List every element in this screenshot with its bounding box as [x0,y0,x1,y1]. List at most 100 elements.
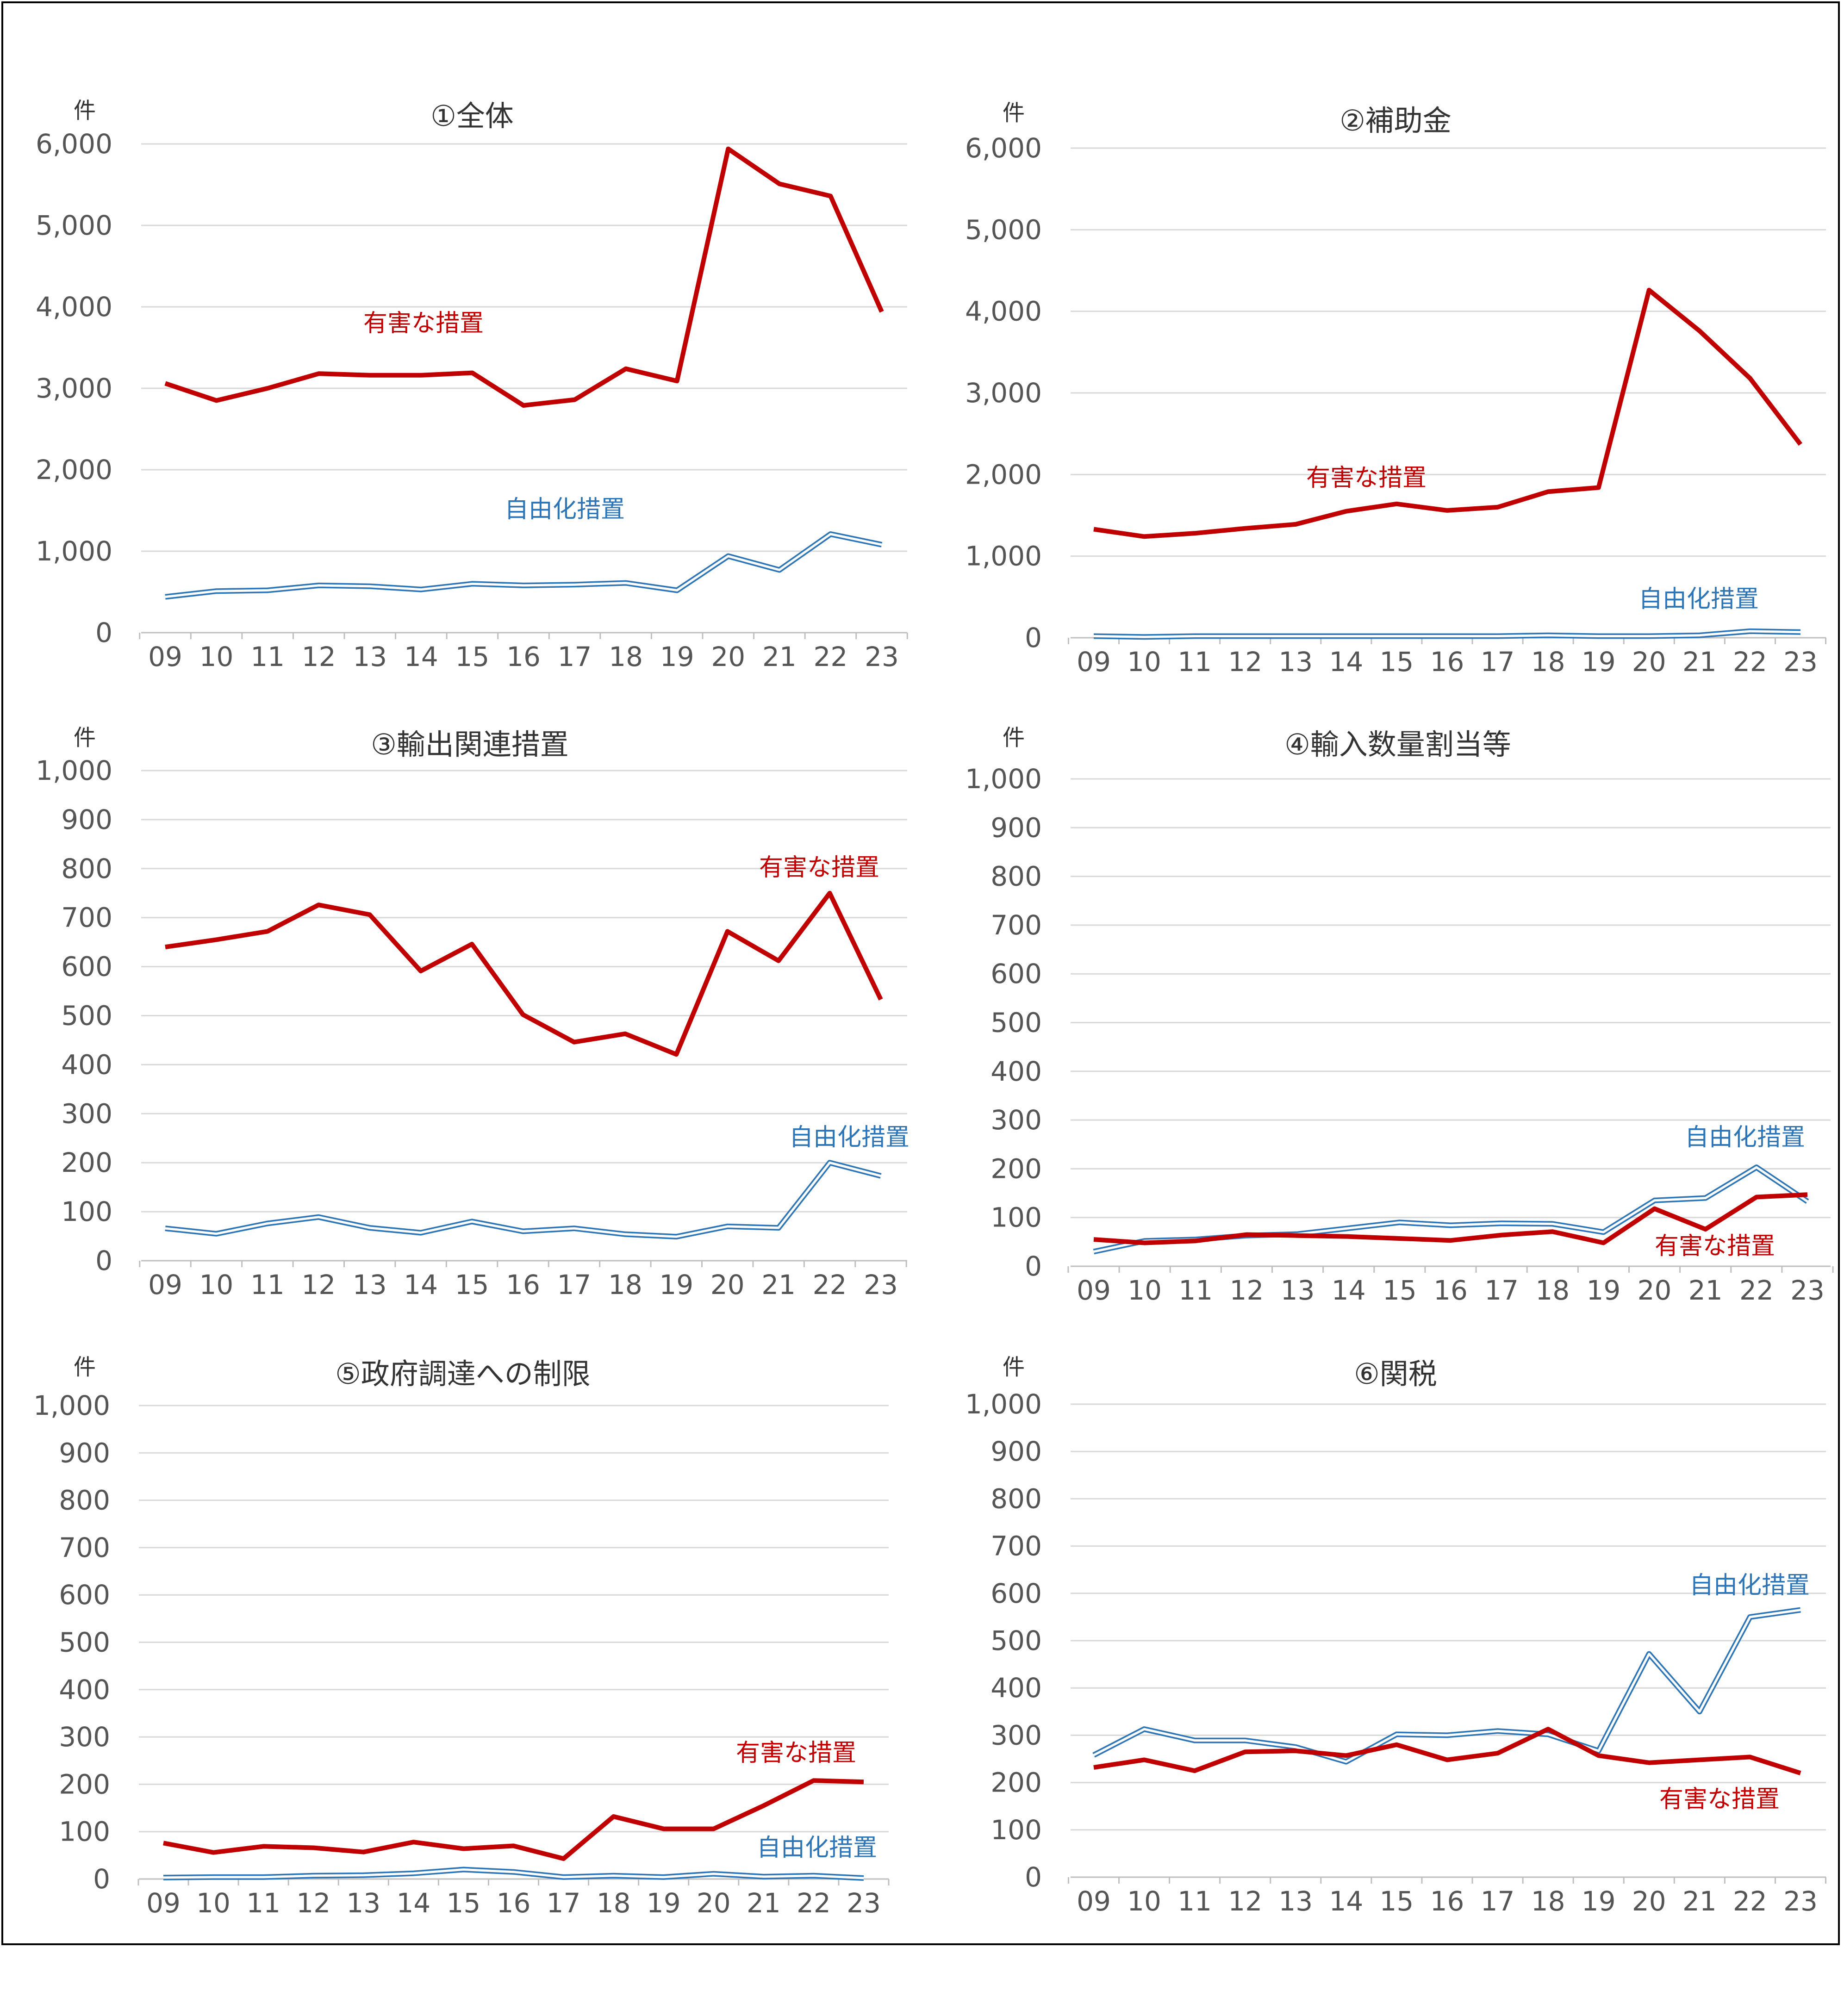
x-tick-label: 22 [797,1887,831,1919]
x-tick-label: 13 [353,641,387,672]
data-point-harmful [1395,502,1398,506]
data-point-harmful [726,147,730,151]
chart-4: 0 100 200 300 400 500 600 700 800 900 1,000 09 10 11 1… [965,725,1834,1306]
data-point-liberal [1546,1732,1550,1736]
series-line-harmful [1093,287,1802,539]
data-point-liberal [1193,1739,1196,1742]
data-point-liberal [521,1229,525,1233]
y-tick-label: 100 [59,1816,110,1848]
data-point-liberal [1092,1753,1096,1757]
series-line-harmful [163,1778,864,1861]
x-tick-label: 21 [761,1269,796,1300]
x-tick-label: 11 [1178,1275,1213,1306]
data-point-liberal [612,1874,616,1878]
x-tick-label: 18 [1535,1275,1570,1306]
chart-title: ⑤政府調達への制限 [335,1357,591,1391]
x-tick-label: 21 [1682,1885,1717,1917]
x-tick-label: 18 [1531,646,1565,678]
data-point-liberal [470,582,474,585]
data-point-harmful [215,398,218,402]
data-point-harmful [1551,1230,1554,1233]
x-tick-label: 10 [1127,1885,1161,1917]
data-point-harmful [1193,1769,1196,1773]
series-line-harmful [1093,1192,1808,1245]
x-tick-label: 19 [1587,1275,1621,1306]
x-tick-label: 11 [1177,1885,1212,1917]
x-tick-label: 10 [199,1269,234,1300]
y-tick-label: 900 [991,812,1042,843]
data-point-liberal [1294,634,1297,638]
data-point-liberal [1243,634,1247,638]
data-point-harmful [562,1857,566,1860]
y-tick-label: 300 [59,1721,110,1753]
data-point-harmful [1294,523,1297,526]
data-point-harmful [163,381,167,385]
series-line-harmful [164,146,884,408]
y-tick-label: 1,000 [36,755,112,786]
x-tick-label: 14 [1329,646,1363,678]
series-line-harmful [165,890,883,1057]
x-tick-label: 09 [148,641,182,672]
data-point-harmful [1194,1239,1197,1243]
y-tick-label: 700 [59,1532,110,1563]
series-line-harmful [1093,1727,1801,1775]
x-tick-label: 09 [1077,1885,1111,1917]
x-tick-label: 17 [547,1887,581,1919]
x-tick-label: 21 [747,1887,781,1919]
series-label-liberal: 自由化措置 [757,1834,877,1862]
data-point-harmful [361,1850,365,1854]
y-tick-label: 4,000 [36,291,112,323]
x-tick-label: 16 [1433,1275,1468,1306]
x-tick-label: 13 [346,1887,380,1919]
y-unit-label: 件 [74,98,96,124]
data-point-liberal [470,1220,474,1223]
x-tick-label: 18 [597,1887,631,1919]
y-unit-label: 件 [1003,100,1025,126]
x-tick-label: 12 [302,641,336,672]
y-tick-label: 400 [991,1672,1042,1704]
data-point-liberal [419,1231,423,1235]
y-tick-label: 3,000 [36,373,112,404]
y-tick-label: 6,000 [965,132,1042,164]
series-line-liberal-outer [165,531,883,600]
data-point-liberal [311,1874,315,1878]
x-tick-label: 20 [1632,646,1666,678]
x-tick-label: 21 [1682,646,1717,678]
data-point-liberal [522,584,525,587]
data-point-harmful [675,379,679,383]
data-point-liberal [1092,1250,1096,1253]
data-point-liberal [215,589,218,593]
x-tick-label: 14 [396,1887,430,1919]
data-point-liberal [879,1174,883,1178]
data-point-harmful [862,1780,866,1784]
data-point-liberal [266,1222,269,1226]
data-point-liberal [1445,634,1449,638]
data-point-harmful [317,903,320,907]
data-point-harmful [812,1779,816,1782]
data-point-liberal [812,1874,816,1878]
data-point-harmful [1799,1771,1802,1775]
data-point-harmful [461,1847,465,1851]
y-tick-label: 800 [991,1483,1042,1514]
data-point-liberal [1496,1729,1500,1733]
x-tick-label: 19 [659,1269,693,1300]
y-tick-label: 0 [95,617,112,648]
y-tick-label: 500 [61,1000,112,1032]
y-tick-label: 0 [1025,1861,1042,1893]
x-tick-label: 15 [1380,646,1414,678]
y-tick-label: 800 [61,853,112,884]
y-tick-label: 0 [1025,622,1042,653]
x-tick-label: 19 [647,1887,681,1919]
x-tick-label: 20 [1632,1885,1666,1917]
x-tick-label: 17 [558,641,592,672]
data-point-liberal [1092,634,1096,638]
y-tick-label: 100 [991,1202,1042,1233]
data-point-liberal [726,1225,729,1228]
data-point-liberal [662,1875,666,1879]
data-point-harmful [1296,1234,1300,1238]
data-point-harmful [1653,1207,1657,1211]
data-point-liberal [623,1232,627,1236]
data-point-liberal [1748,1615,1752,1619]
data-point-harmful [1698,329,1701,333]
data-point-liberal [1142,1727,1146,1731]
